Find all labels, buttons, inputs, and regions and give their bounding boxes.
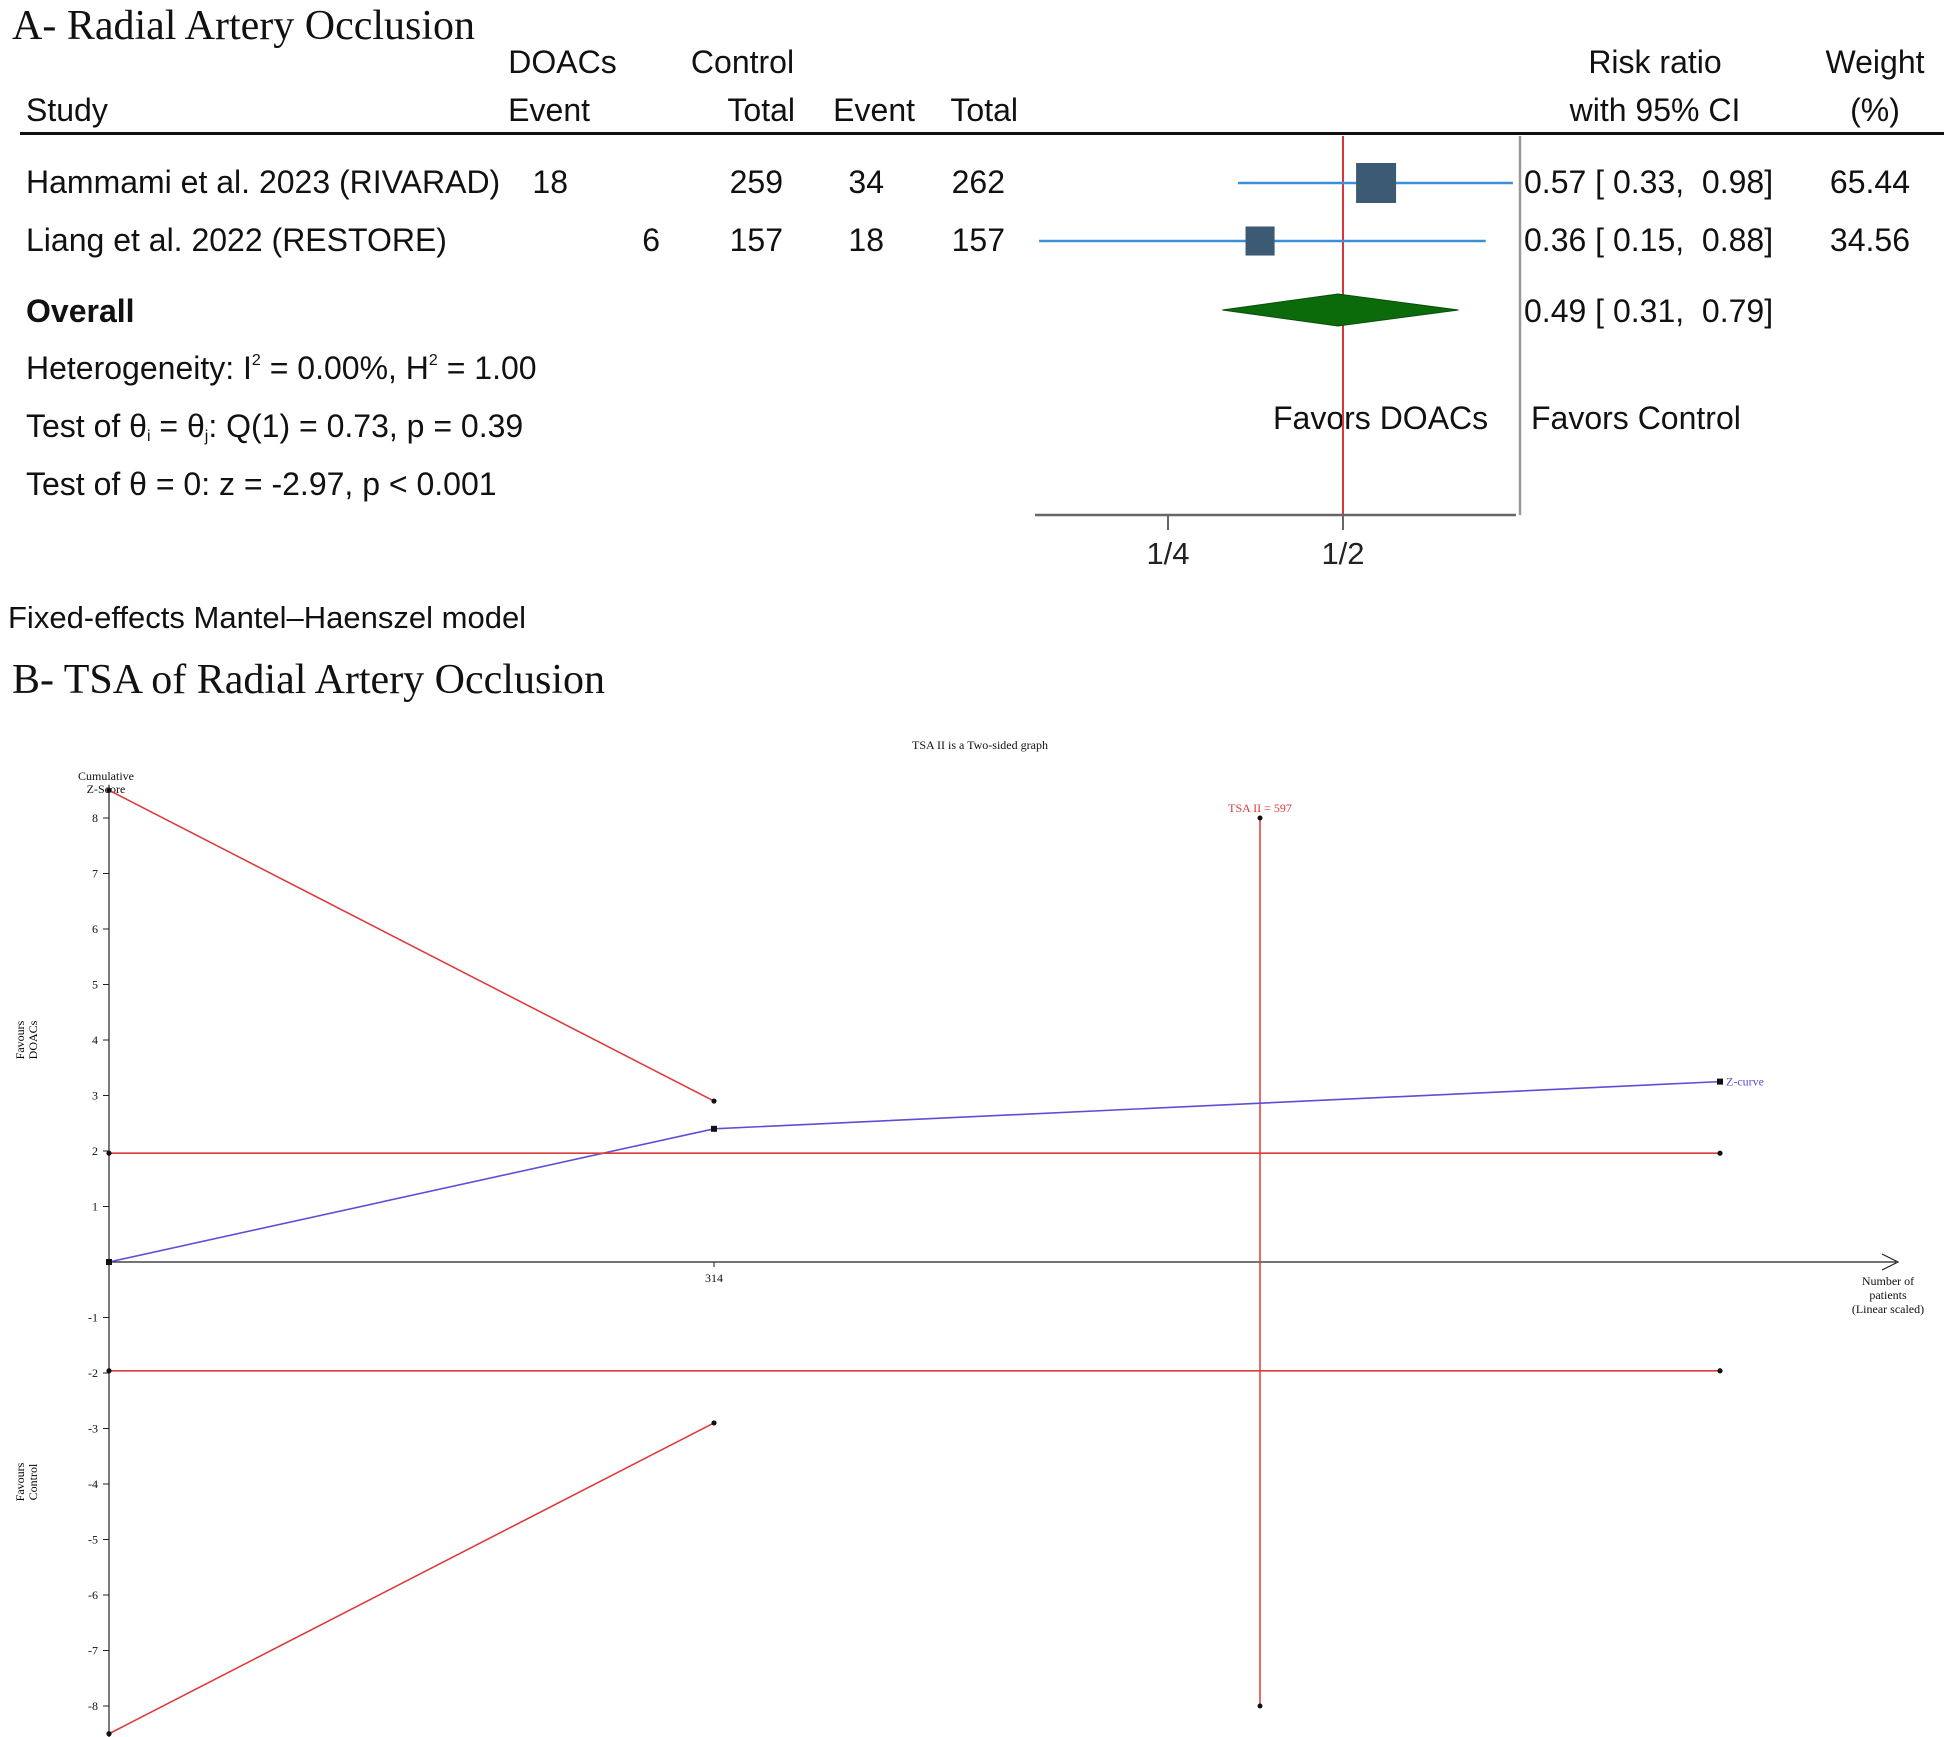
doacs-group-header: DOACs — [508, 44, 617, 80]
favours-doacs-label: Favours DOACs — [13, 1020, 40, 1059]
doacs-event-header: Event — [508, 92, 590, 128]
boundary-point — [106, 787, 112, 793]
y-tick-label: -7 — [88, 1644, 98, 1658]
favours-control-label-line1: Favours — [13, 1462, 27, 1501]
favours-control-label-line2: Control — [26, 1463, 40, 1500]
y-tick-label: 4 — [92, 1033, 98, 1047]
graph-title: TSA II is a Two-sided graph — [912, 738, 1048, 752]
z-curve-point — [1717, 1078, 1723, 1085]
y-tick-label: 8 — [92, 811, 98, 825]
z-curve-label: Z-curve — [1726, 1075, 1764, 1089]
x-tick-label: 1/4 — [1146, 536, 1189, 571]
x-axis-label: patients — [1869, 1288, 1907, 1302]
y-tick-label: 3 — [92, 1089, 98, 1103]
ris-label: TSA II = 597 — [1228, 801, 1292, 815]
x-axis-label: (Linear scaled) — [1852, 1302, 1924, 1316]
test-theta-ij-stat: Test of θi = θj: Q(1) = 0.73, p = 0.39 — [26, 408, 524, 445]
control-event-header: Event — [833, 92, 915, 128]
boundary-point — [106, 1150, 112, 1156]
control-event-value: 18 — [848, 222, 884, 258]
weight-value: 65.44 — [1829, 164, 1910, 200]
y-tick-label: -3 — [88, 1422, 98, 1436]
y-tick-label: 1 — [92, 1200, 98, 1214]
x-tick-label: 314 — [705, 1271, 723, 1285]
heterogeneity-stat: Heterogeneity: I2 = 0.00%, H2 = 1.00 — [26, 350, 537, 386]
panel-b-title: B- TSA of Radial Artery Occlusion — [12, 657, 605, 703]
boundary-point — [711, 1098, 717, 1104]
boundary-point — [106, 1731, 112, 1737]
y-axis-label: Z-Score — [87, 782, 126, 796]
y-tick-label: -8 — [88, 1699, 98, 1713]
study-column-header: Study — [26, 92, 108, 128]
test-theta-zero-stat: Test of θ = 0: z = -2.97, p < 0.001 — [26, 466, 497, 502]
forest-plot: 1/4 1/2 — [1035, 136, 1522, 571]
panel-a-title: A- Radial Artery Occlusion — [12, 3, 476, 49]
x-tick-label: 1/2 — [1321, 536, 1364, 571]
favours-doacs-label-line2: DOACs — [26, 1020, 40, 1059]
boundary-point — [1717, 1368, 1723, 1374]
tsa-chart: -8 -7 -6 -5 -4 -3 -2 -1 1 2 3 4 5 6 7 8 314 TSA II is a T… — [13, 738, 1924, 1737]
y-tick-label: -1 — [88, 1311, 98, 1325]
z-curve-line — [108, 1080, 1721, 1263]
doacs-event-value: 18 — [532, 164, 568, 200]
doacs-total-header: Total — [727, 92, 795, 128]
overall-label: Overall — [26, 293, 135, 329]
control-group-header: Control — [690, 44, 795, 80]
point-estimate-square — [1245, 226, 1275, 256]
z-curve-point — [711, 1125, 717, 1132]
overall-diamond — [1222, 293, 1459, 327]
y-tick-label: -4 — [88, 1477, 98, 1491]
doacs-event-value: 6 — [642, 222, 660, 258]
study-name: Liang et al. 2022 (RESTORE) — [26, 222, 447, 258]
y-tick-label: 2 — [92, 1144, 98, 1158]
risk-ratio-header: Risk ratio — [1588, 44, 1722, 80]
y-tick-label: 6 — [92, 922, 98, 936]
header-rule — [20, 132, 1944, 135]
y-axis-label: Cumulative — [78, 769, 134, 783]
weight-header: Weight — [1825, 44, 1925, 80]
doacs-total-value: 259 — [729, 164, 783, 200]
control-total-header: Total — [950, 92, 1018, 128]
boundary-point — [711, 1420, 717, 1426]
y-tick-label: -2 — [88, 1366, 98, 1380]
control-total-value: 262 — [951, 164, 1005, 200]
boundary-point — [1717, 1150, 1723, 1156]
model-note: Fixed-effects Mantel–Haenszel model — [8, 600, 527, 635]
ris-marker — [1257, 815, 1263, 821]
point-estimate-square — [1356, 163, 1397, 203]
risk-ratio-ci-header: with 95% CI — [1569, 92, 1741, 128]
control-total-value: 157 — [951, 222, 1005, 258]
weight-percent-header: (%) — [1850, 92, 1900, 128]
favors-doacs-label: Favors DOACs — [1273, 400, 1489, 436]
x-axis-arrow — [1881, 1253, 1900, 1271]
y-tick-label: 5 — [92, 978, 98, 992]
risk-ratio-value: 0.57 [ 0.33, 0.98] — [1524, 164, 1774, 200]
favors-control-label: Favors Control — [1531, 400, 1741, 436]
y-tick-label: -5 — [88, 1533, 98, 1547]
control-event-value: 34 — [848, 164, 884, 200]
overall-risk-ratio-value: 0.49 [ 0.31, 0.79] — [1524, 293, 1774, 329]
boundary-line — [108, 1422, 715, 1735]
favours-control-label: Favours Control — [13, 1462, 40, 1501]
weight-value: 34.56 — [1829, 222, 1910, 258]
x-axis-label: Number of — [1862, 1274, 1914, 1288]
doacs-total-value: 157 — [729, 222, 783, 258]
y-tick-label: 7 — [92, 867, 98, 881]
favours-doacs-label-line1: Favours — [13, 1020, 27, 1059]
boundary-line — [108, 789, 715, 1102]
y-tick-label: -6 — [88, 1588, 98, 1602]
study-name: Hammami et al. 2023 (RIVARAD) — [26, 164, 501, 200]
z-curve-point — [106, 1259, 112, 1265]
risk-ratio-value: 0.36 [ 0.15, 0.88] — [1524, 222, 1774, 258]
boundary-point — [106, 1368, 112, 1374]
ris-marker — [1257, 1703, 1263, 1709]
